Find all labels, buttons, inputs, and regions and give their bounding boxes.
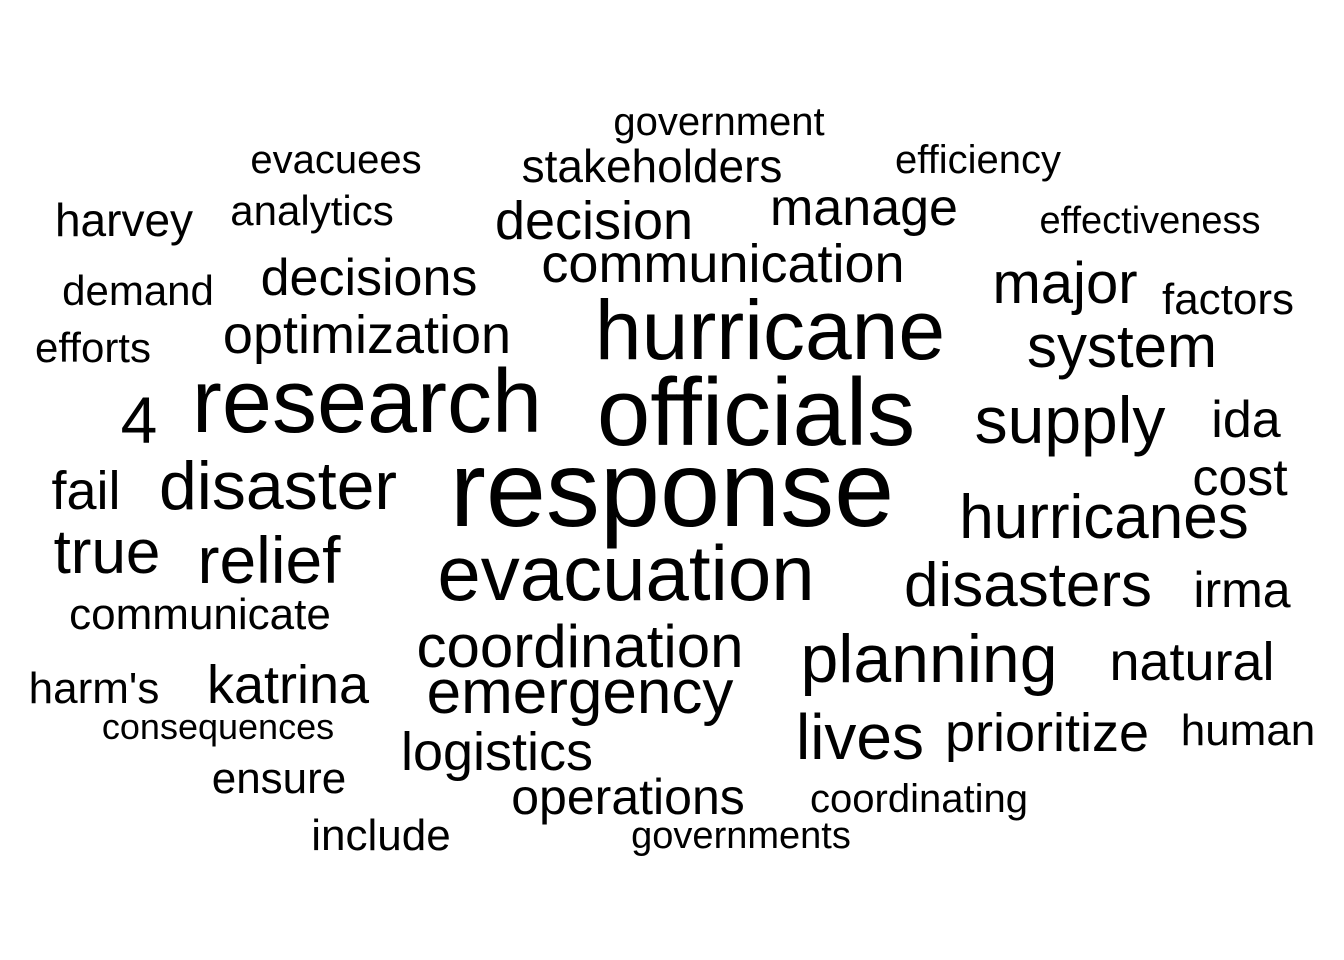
word-harvey: harvey [54, 194, 194, 246]
word-4: 4 [120, 383, 158, 457]
word-evacuees: evacuees [250, 138, 422, 182]
word-major: major [992, 251, 1138, 316]
word-factors: factors [1161, 275, 1295, 324]
word-disasters: disasters [903, 551, 1153, 620]
word-system: system [1026, 313, 1218, 380]
word-efforts: efforts [35, 324, 151, 371]
word-katrina: katrina [206, 655, 370, 715]
word-disaster: disaster [158, 448, 398, 524]
word-harms: harm's [28, 664, 160, 713]
word-cost: cost [1192, 449, 1288, 507]
word-hurricanes: hurricanes [959, 483, 1249, 552]
word-response: response [449, 428, 895, 549]
word-lives: lives [795, 701, 925, 773]
word-prioritize: prioritize [944, 703, 1150, 763]
word-logistics: logistics [400, 722, 594, 782]
word-planning: planning [800, 621, 1058, 697]
word-hurricane: hurricane [594, 283, 946, 377]
word-efficiency: efficiency [894, 138, 1062, 182]
word-government: government [613, 100, 825, 144]
word-analytics: analytics [230, 187, 394, 234]
word-coordination: coordination [416, 613, 744, 680]
word-manage: manage [770, 179, 958, 237]
word-governments: governments [631, 815, 851, 857]
word-research: research [191, 352, 543, 452]
word-effectiveness: effectiveness [1039, 200, 1261, 242]
word-emergency: emergency [426, 658, 734, 727]
word-human: human [1180, 706, 1316, 755]
word-natural: natural [1109, 632, 1275, 692]
word-fail: fail [51, 461, 121, 521]
word-decision: decision [494, 191, 694, 251]
word-coordinating: coordinating [810, 777, 1028, 821]
word-consequences: consequences [101, 706, 335, 747]
word-relief: relief [197, 523, 341, 597]
word-optimization: optimization [222, 305, 512, 365]
word-supply: supply [974, 383, 1166, 457]
word-decisions: decisions [260, 249, 478, 307]
word-communication: communication [541, 234, 905, 294]
word-irma: irma [1193, 562, 1291, 618]
word-stakeholders: stakeholders [521, 140, 783, 192]
word-operations: operations [511, 769, 745, 825]
word-officials: officials [596, 359, 916, 466]
word-ensure: ensure [211, 754, 347, 803]
word-evacuation: evacuation [437, 529, 815, 617]
word-ida: ida [1211, 391, 1281, 449]
word-demand: demand [62, 267, 214, 314]
word-communicate: communicate [69, 590, 331, 639]
word-true: true [53, 518, 161, 587]
word-include: include [311, 811, 451, 860]
